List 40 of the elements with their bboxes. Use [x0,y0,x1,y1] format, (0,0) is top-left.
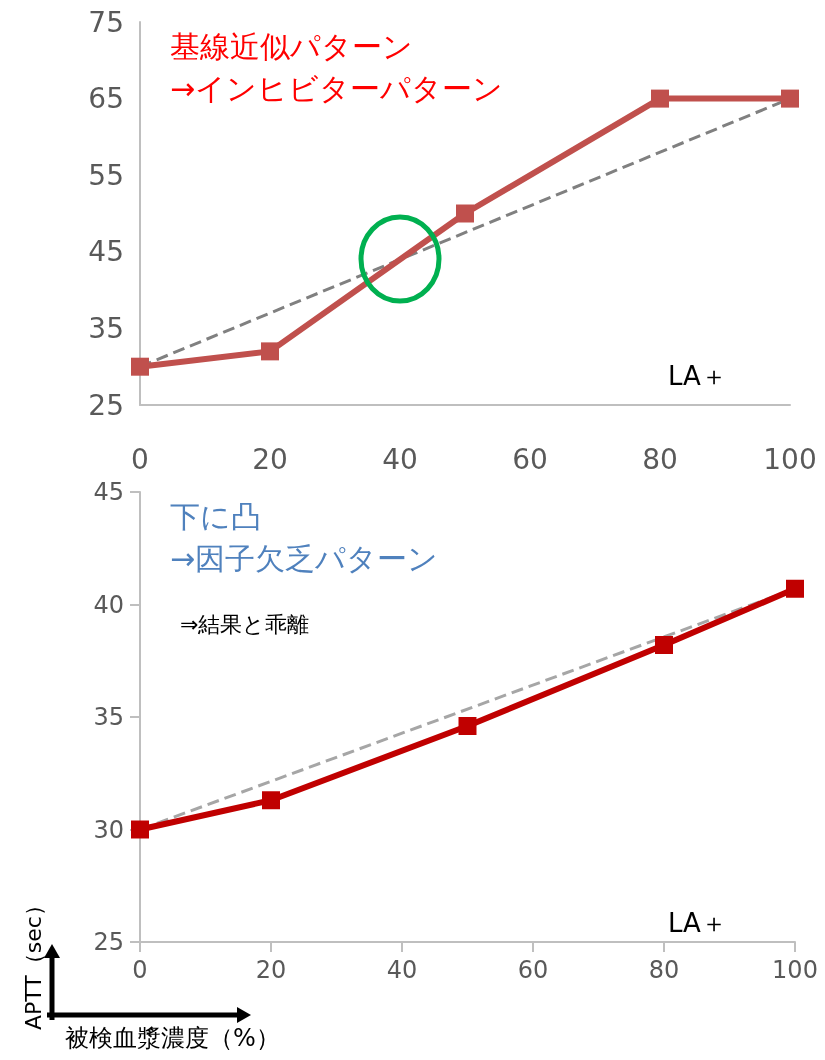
point [655,636,673,654]
x-tick-label: 100 [763,442,817,476]
x-tick-label: 20 [252,442,288,476]
x-tick-label: 80 [648,956,680,984]
point [456,204,474,223]
point [131,820,149,839]
x-tick-label: 0 [131,442,149,476]
text: ⇒結果と乖離 [180,611,310,637]
y-tick-label: 65 [88,82,124,116]
y-tick-label: 35 [93,703,124,731]
x-tick-label: 100 [772,956,818,984]
point [781,89,799,108]
point [651,89,669,108]
x-tick-label: 40 [386,956,418,984]
point [262,791,280,810]
point [786,579,804,598]
y-tick-label: 30 [93,815,124,844]
annotation: LA＋ [668,361,727,391]
point [458,717,477,735]
annotation: LA＋ [668,908,727,938]
x-tick-label: 60 [517,956,549,984]
x-tick-label: 60 [512,442,548,476]
text: 下に凸 →因子欠乏パターン [170,498,439,576]
y-tick-label: 55 [88,158,124,192]
y-tick-label: 45 [93,478,124,506]
x-tick-label: 20 [255,956,287,984]
point [261,342,279,361]
y-tick-label: 35 [88,311,124,345]
x-tick-label: 0 [132,956,148,984]
x-tick-label: 80 [642,442,678,476]
x-axis-title: 被検血漿濃度（%） [65,1024,280,1052]
text: 基線近似パターン →インヒビターパターン [170,28,504,106]
y-tick-label: 40 [93,590,124,619]
y-axis-title: APTT（sec） [20,894,46,1030]
y-tick-label: 25 [88,388,124,422]
y-tick-label: 25 [93,928,124,956]
y-tick-label: 45 [88,235,124,269]
point [131,357,149,376]
y-tick-label: 75 [88,5,124,39]
x-tick-label: 40 [382,442,418,476]
